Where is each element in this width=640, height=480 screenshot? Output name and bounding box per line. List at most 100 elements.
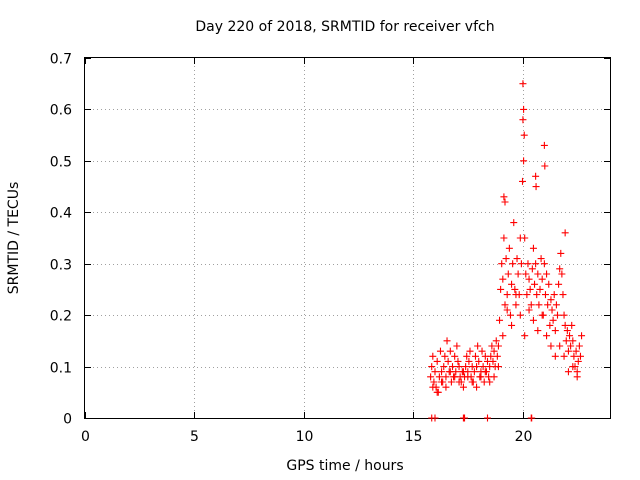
data-point — [511, 285, 519, 293]
x-tick-label: 15 — [405, 429, 423, 445]
data-point — [442, 383, 450, 391]
data-point — [478, 347, 486, 355]
data-point — [554, 311, 561, 319]
data-point — [546, 321, 554, 329]
data-point — [447, 378, 455, 386]
data-point — [521, 332, 529, 340]
data-point — [517, 260, 525, 268]
data-point — [455, 378, 463, 386]
data-point — [529, 316, 537, 324]
data-point — [499, 275, 507, 283]
data-point — [444, 357, 452, 365]
data-point — [496, 316, 504, 324]
data-point — [503, 306, 511, 314]
data-point — [451, 352, 459, 360]
data-point — [506, 311, 514, 319]
x-tick-label: 10 — [296, 429, 314, 445]
data-point — [504, 270, 512, 278]
data-point — [520, 105, 528, 113]
y-tick-labels: 0 0.1 0.2 0.3 0.4 0.5 0.6 0.7 — [50, 52, 72, 428]
data-point — [532, 172, 540, 180]
data-point — [531, 280, 539, 288]
data-point — [459, 383, 467, 391]
data-point — [438, 378, 446, 386]
y-tick-label: 0.2 — [50, 309, 72, 325]
data-point — [547, 296, 555, 304]
data-point — [525, 275, 533, 283]
x-tick-label: 0 — [81, 429, 90, 445]
data-point — [541, 291, 549, 299]
data-point — [522, 270, 530, 278]
data-point — [473, 383, 481, 391]
data-point — [471, 352, 479, 360]
data-point — [528, 265, 536, 273]
data-point — [549, 316, 557, 324]
data-point — [500, 234, 508, 242]
data-point — [431, 368, 439, 376]
data-point — [528, 414, 536, 422]
data-point — [442, 373, 450, 381]
data-point — [486, 378, 494, 386]
data-point — [534, 270, 542, 278]
data-point — [526, 285, 534, 293]
data-points — [427, 80, 586, 422]
data-point — [537, 255, 545, 263]
data-point — [466, 347, 474, 355]
data-point — [499, 332, 507, 340]
data-point — [468, 378, 476, 386]
data-point — [559, 291, 567, 299]
data-point — [463, 352, 471, 360]
data-point — [573, 373, 581, 381]
grid — [85, 58, 610, 418]
y-tick-label: 0.1 — [50, 361, 72, 377]
data-point — [527, 301, 535, 309]
data-point — [488, 342, 496, 350]
data-point — [505, 244, 513, 252]
data-point — [461, 414, 469, 422]
data-point — [556, 342, 564, 350]
x-tick-labels: 0 5 10 15 20 — [81, 429, 532, 445]
data-point — [484, 414, 491, 422]
data-point — [545, 280, 553, 288]
data-point — [534, 327, 542, 335]
data-point — [555, 280, 563, 288]
data-point — [568, 321, 576, 329]
data-point — [572, 347, 580, 355]
data-point — [520, 131, 528, 139]
data-point — [508, 321, 516, 329]
data-point — [479, 363, 487, 371]
data-point — [512, 291, 520, 299]
data-point — [552, 301, 560, 309]
data-point — [492, 337, 500, 345]
data-point — [538, 311, 546, 319]
data-point — [560, 311, 568, 319]
data-point — [547, 342, 555, 350]
data-point — [443, 337, 451, 345]
data-point — [551, 327, 559, 335]
data-point — [431, 414, 439, 422]
y-tick-label: 0 — [63, 412, 72, 428]
data-point — [520, 157, 528, 165]
axis-ticks — [85, 58, 610, 419]
data-point — [543, 270, 551, 278]
data-point — [540, 260, 548, 268]
data-point — [574, 357, 582, 365]
x-tick-label: 20 — [515, 429, 533, 445]
data-point — [540, 141, 548, 149]
data-point — [510, 219, 518, 227]
y-tick-label: 0.7 — [50, 52, 72, 68]
data-point — [509, 260, 517, 268]
data-point — [523, 291, 531, 299]
plot-frame — [84, 57, 611, 419]
data-point — [533, 291, 541, 299]
data-point — [501, 301, 509, 309]
data-point — [475, 357, 483, 365]
data-point — [563, 327, 571, 335]
data-point — [564, 347, 572, 355]
data-point — [451, 373, 459, 381]
data-point — [459, 368, 467, 376]
data-point — [498, 260, 506, 268]
data-point — [576, 352, 584, 360]
data-point — [489, 357, 497, 365]
